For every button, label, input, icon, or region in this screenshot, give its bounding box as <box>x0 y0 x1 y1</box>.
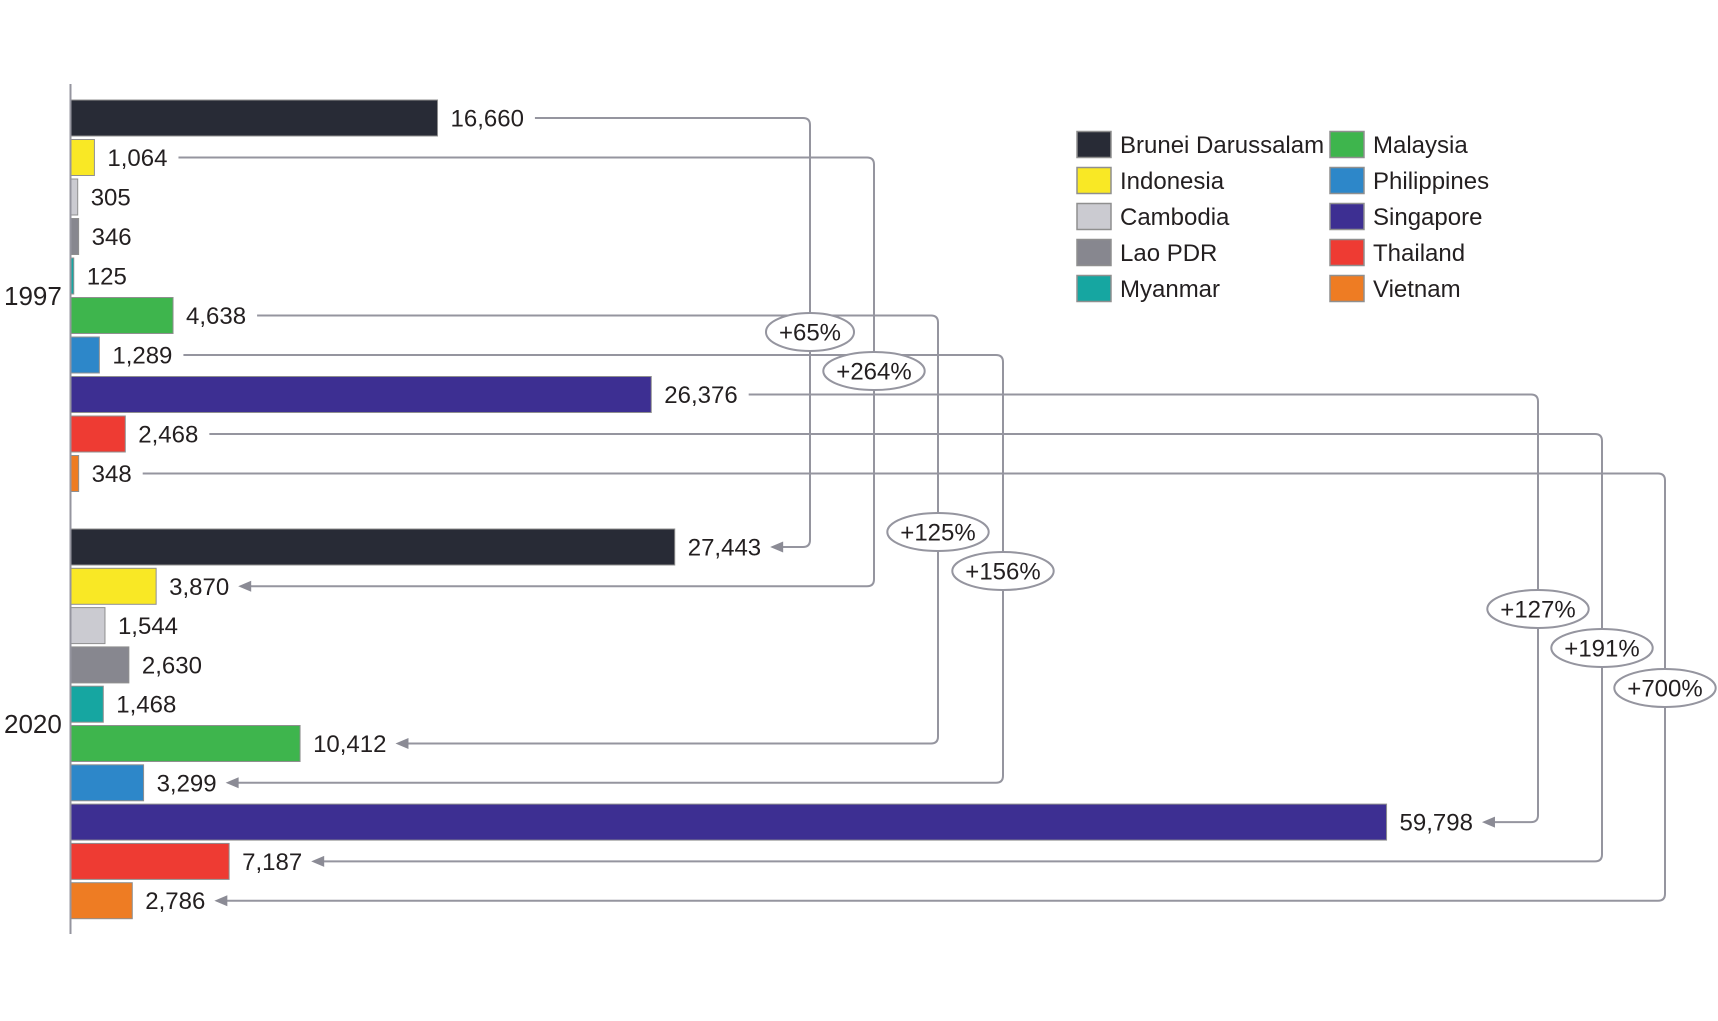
bar-1997-lao-pdr <box>70 218 80 255</box>
legend-label-vietnam: Vietnam <box>1373 276 1461 303</box>
pct-ellipse-philippines <box>951 551 1055 591</box>
value-label-2020-lao-pdr: 2,630 <box>142 652 202 679</box>
value-label-1997-cambodia: 305 <box>91 185 131 212</box>
value-label-2020-brunei-darussalam: 27,443 <box>688 535 761 562</box>
value-label-1997-philippines: 1,289 <box>112 343 172 370</box>
legend-swatch-brunei-darussalam <box>1076 130 1112 159</box>
pct-ellipse-malaysia <box>886 512 990 552</box>
pct-label-malaysia: +125% <box>900 520 975 547</box>
value-label-1997-singapore: 26,376 <box>664 382 737 409</box>
pct-ellipse-indonesia <box>822 351 926 391</box>
year-label-2020: 2020 <box>4 709 62 739</box>
connector-lines-layer <box>142 117 1666 907</box>
value-label-1997-indonesia: 1,064 <box>107 145 167 172</box>
legend-swatch-malaysia <box>1329 130 1365 159</box>
legend-label-indonesia: Indonesia <box>1120 168 1225 195</box>
legend-label-malaysia: Malaysia <box>1373 132 1468 159</box>
pct-label-thailand: +191% <box>1564 636 1639 663</box>
bar-2020-singapore <box>70 803 1388 841</box>
value-label-2020-indonesia: 3,870 <box>169 574 229 601</box>
pct-ellipse-brunei-darussalam <box>764 312 856 352</box>
bar-1997-brunei-darussalam <box>70 99 439 137</box>
value-label-2020-cambodia: 1,544 <box>118 613 178 640</box>
bar-2020-myanmar <box>70 685 104 723</box>
pct-ellipse-singapore <box>1486 589 1590 629</box>
pct-label-indonesia: +264% <box>836 359 911 386</box>
bar-1997-singapore <box>70 376 652 413</box>
legend-swatch-vietnam <box>1329 274 1365 303</box>
value-label-2020-singapore: 59,798 <box>1400 810 1473 837</box>
bar-2020-philippines <box>70 764 145 802</box>
arrowhead-singapore <box>1481 816 1495 828</box>
value-label-2020-malaysia: 10,412 <box>313 731 386 758</box>
bar-2020-vietnam <box>70 882 133 920</box>
legend-label-philippines: Philippines <box>1373 168 1489 195</box>
value-label-2020-philippines: 3,299 <box>157 770 217 797</box>
pct-label-vietnam: +700% <box>1627 676 1702 703</box>
bar-2020-cambodia <box>70 607 106 645</box>
legend-label-brunei-darussalam: Brunei Darussalam <box>1120 132 1324 159</box>
connector-singapore <box>748 393 1539 824</box>
bars-layer <box>70 99 1388 920</box>
arrowhead-malaysia <box>395 738 409 749</box>
legend-label-lao-pdr: Lao PDR <box>1120 240 1217 267</box>
value-label-2020-vietnam: 2,786 <box>145 888 205 915</box>
pct-label-brunei-darussalam: +65% <box>779 320 841 347</box>
value-label-2020-thailand: 7,187 <box>242 849 302 876</box>
pct-ellipse-thailand <box>1550 628 1654 668</box>
bar-2020-malaysia <box>70 725 301 762</box>
arrowhead-brunei-darussalam <box>770 541 784 553</box>
value-label-1997-myanmar: 125 <box>87 264 127 291</box>
bar-1997-indonesia <box>70 139 95 176</box>
legend-swatch-singapore <box>1329 202 1365 231</box>
pct-label-philippines: +156% <box>965 559 1040 586</box>
value-label-2020-myanmar: 1,468 <box>116 692 176 719</box>
legend-label-cambodia: Cambodia <box>1120 204 1230 231</box>
legend-label-myanmar: Myanmar <box>1120 276 1220 303</box>
legend-swatch-cambodia <box>1076 202 1112 231</box>
bar-1997-vietnam <box>70 455 80 492</box>
value-label-1997-thailand: 2,468 <box>138 422 198 449</box>
value-label-1997-lao-pdr: 346 <box>92 224 132 251</box>
legend-swatch-myanmar <box>1076 274 1112 303</box>
connector-philippines <box>183 354 1004 784</box>
legend-swatch-indonesia <box>1076 166 1112 195</box>
pct-label-singapore: +127% <box>1500 597 1575 624</box>
arrowhead-philippines <box>225 777 239 789</box>
legend-label-singapore: Singapore <box>1373 204 1482 231</box>
bar-2020-thailand <box>70 842 230 880</box>
connector-indonesia <box>178 156 875 588</box>
arrowhead-indonesia <box>238 580 252 592</box>
arrowhead-thailand <box>311 855 325 867</box>
year-label-1997: 1997 <box>4 281 62 311</box>
bar-2020-brunei-darussalam <box>70 528 676 566</box>
legend-swatch-philippines <box>1329 166 1365 195</box>
legend-swatch-thailand <box>1329 238 1365 267</box>
value-label-1997-malaysia: 4,638 <box>186 303 246 330</box>
value-label-1997-vietnam: 348 <box>92 461 132 488</box>
bar-1997-thailand <box>70 415 126 453</box>
bar-1997-malaysia <box>70 297 174 334</box>
bar-1997-cambodia <box>70 178 79 216</box>
connector-thailand <box>209 433 1603 863</box>
arrowhead-vietnam <box>214 895 228 907</box>
legend-swatch-lao-pdr <box>1076 238 1112 267</box>
pct-badges-layer: +65% +264% +125% +156% +127% +191% +700% <box>764 312 1717 708</box>
bar-2020-indonesia <box>70 567 157 605</box>
pct-ellipse-vietnam <box>1613 668 1717 708</box>
bar-1997-philippines <box>70 336 100 374</box>
legend-label-thailand: Thailand <box>1373 240 1465 267</box>
value-label-1997-brunei-darussalam: 16,660 <box>451 106 524 133</box>
bar-2020-lao-pdr <box>70 646 130 684</box>
